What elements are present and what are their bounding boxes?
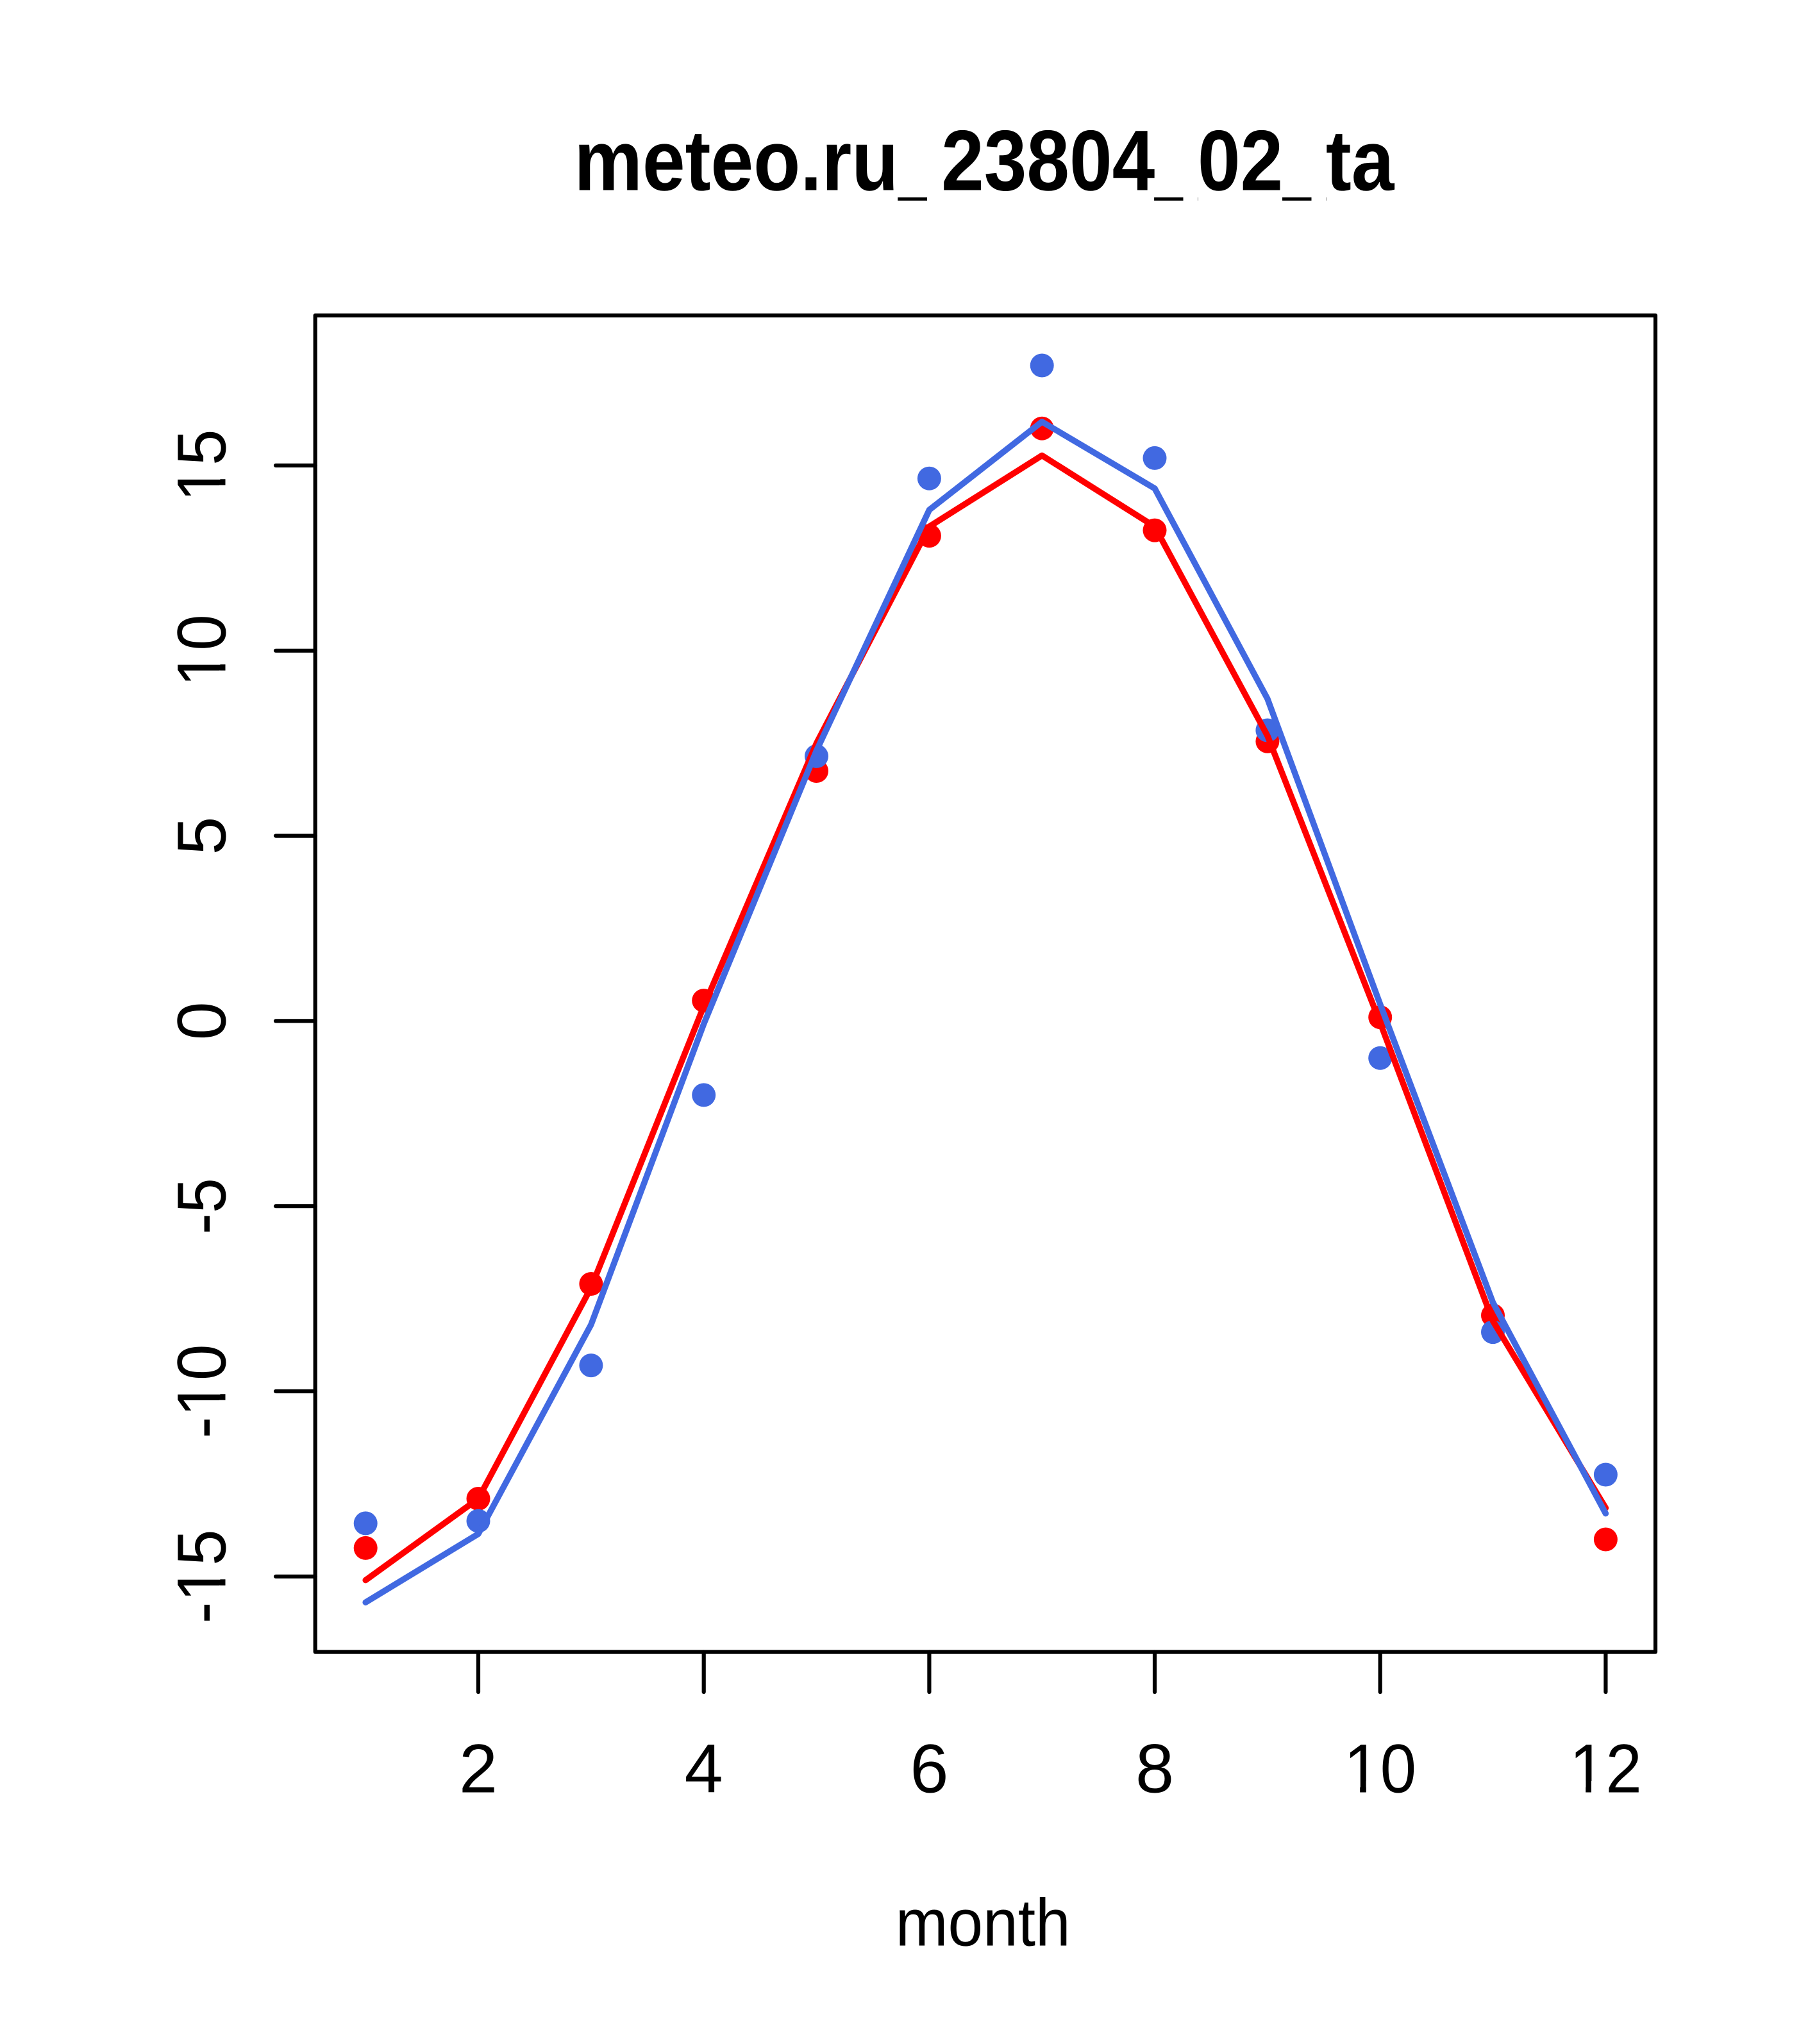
svg-text:-10: -10 (163, 1345, 240, 1439)
svg-text:8: 8 (1135, 1730, 1174, 1807)
svg-text:10: 10 (163, 614, 240, 687)
svg-text:5: 5 (163, 817, 240, 855)
svg-text:15: 15 (163, 430, 240, 502)
svg-text:-5: -5 (163, 1178, 240, 1234)
svg-text:2: 2 (459, 1730, 498, 1807)
svg-text:12: 12 (1570, 1730, 1642, 1807)
svg-text:0: 0 (163, 1001, 240, 1040)
svg-text:month: month (896, 1886, 1071, 1960)
svg-text:4: 4 (685, 1730, 723, 1807)
svg-text:meteo.ru_23804_02_ta: meteo.ru_23804_02_ta (574, 113, 1394, 209)
svg-text:6: 6 (910, 1730, 948, 1807)
svg-text:-15: -15 (163, 1529, 240, 1623)
svg-text:10: 10 (1344, 1730, 1416, 1807)
